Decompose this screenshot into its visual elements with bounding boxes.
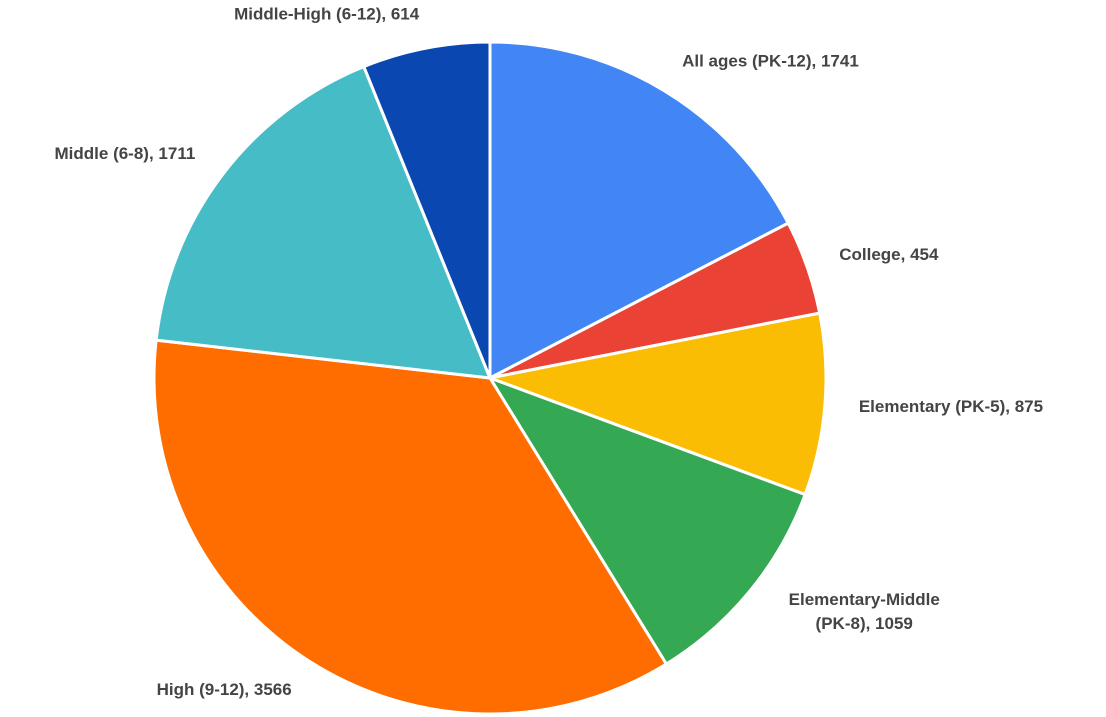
slice-label: (PK-8), 1059 [816, 614, 913, 633]
slice-label: High (9-12), 3566 [157, 680, 292, 699]
slice-label: College, 454 [839, 245, 939, 264]
pie-slice [154, 64, 493, 380]
pie-slice [361, 40, 492, 379]
slice-label: Elementary (PK-5), 875 [859, 397, 1043, 416]
slice-label: Middle (6-8), 1711 [55, 144, 196, 163]
slice-label: Middle-High (6-12), 614 [234, 4, 420, 23]
slice-label: Elementary-Middle [789, 590, 940, 609]
slice-label: All ages (PK-12), 1741 [682, 51, 859, 70]
pie-slice [488, 40, 791, 381]
pie-slice [152, 338, 669, 716]
pie-slice [484, 311, 828, 497]
pie-slice [486, 375, 808, 667]
